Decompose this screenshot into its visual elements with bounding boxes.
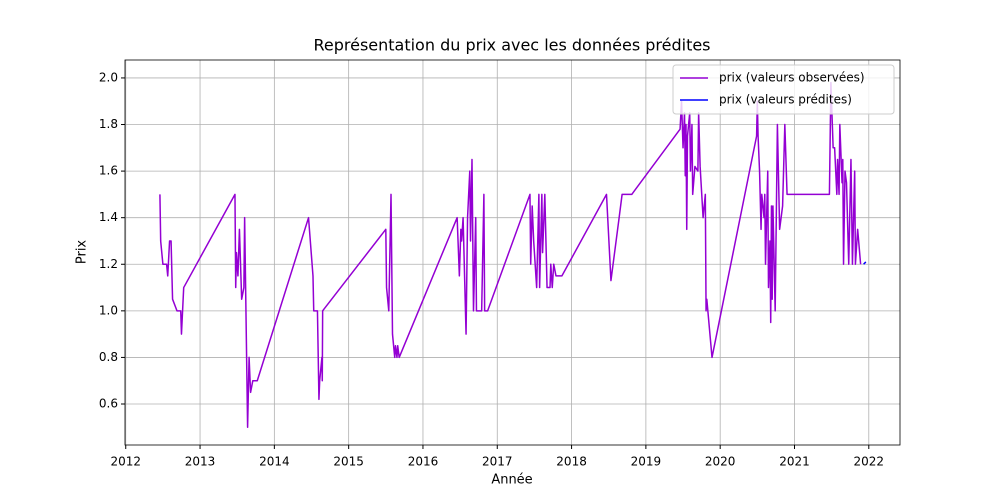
legend-label: prix (valeurs prédites) <box>719 93 852 107</box>
x-tick-label: 2018 <box>556 455 587 469</box>
data-line <box>159 81 862 429</box>
y-tick-label: 1.4 <box>99 210 118 224</box>
x-tick-label: 2016 <box>408 455 439 469</box>
y-tick-label: 1.6 <box>99 164 118 178</box>
chart-title: Représentation du prix avec les données … <box>313 36 710 55</box>
x-tick-label: 2012 <box>110 455 141 469</box>
y-tick-label: 2.0 <box>99 70 118 84</box>
x-axis-label: Année <box>491 473 532 488</box>
x-tick-label: 2021 <box>779 455 810 469</box>
x-tick-label: 2013 <box>185 455 216 469</box>
x-tick-label: 2014 <box>259 455 290 469</box>
y-tick-label: 1.8 <box>99 117 118 131</box>
y-tick-label: 1.0 <box>99 303 118 317</box>
y-tick-label: 0.6 <box>99 397 118 411</box>
y-axis-label: Prix <box>75 240 90 265</box>
x-tick-label: 2017 <box>482 455 513 469</box>
legend-label: prix (valeurs observées) <box>719 71 865 85</box>
x-tick-label: 2020 <box>705 455 736 469</box>
axes-frame <box>124 59 901 446</box>
y-tick-label: 1.2 <box>99 257 118 271</box>
data-line <box>863 261 867 265</box>
legend-box <box>672 64 895 115</box>
x-tick-label: 2022 <box>854 455 885 469</box>
y-tick-label: 0.8 <box>99 350 118 364</box>
x-tick-label: 2015 <box>333 455 364 469</box>
x-tick-label: 2019 <box>631 455 662 469</box>
